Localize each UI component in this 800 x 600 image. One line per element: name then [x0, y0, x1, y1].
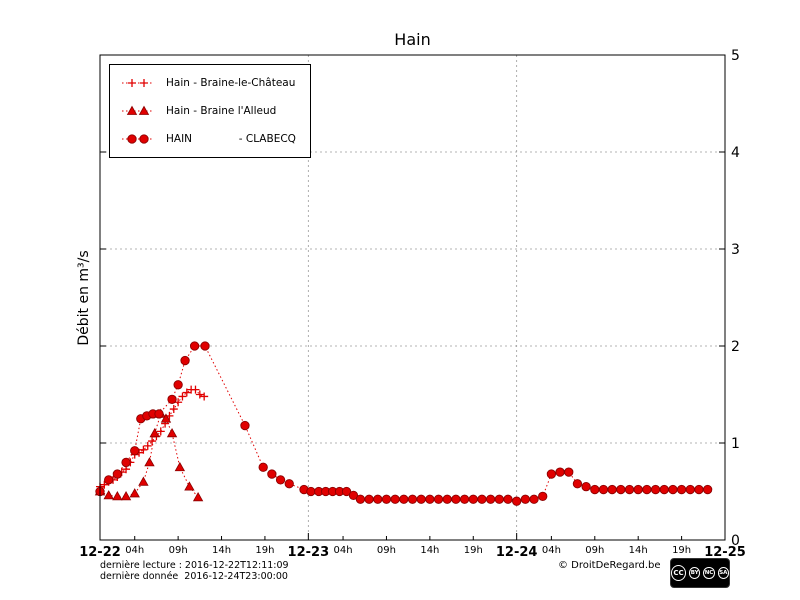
series-1	[94, 408, 204, 502]
svg-text:12-22: 12-22	[79, 545, 121, 560]
sa-icon: SA	[717, 567, 729, 579]
chart-title: Hain	[394, 30, 431, 49]
legend-label: Hain - Braine-le-Château	[166, 77, 296, 89]
svg-text:1: 1	[731, 436, 740, 452]
svg-text:19h: 19h	[255, 545, 274, 556]
legend-item-braine-l-alleud: Hain - Braine l'Alleud	[118, 103, 302, 119]
svg-text:19h: 19h	[464, 545, 483, 556]
svg-text:12-24: 12-24	[496, 545, 538, 560]
cc-logo-icon: CC	[671, 565, 687, 581]
last-data-text: dernière donnée 2016-12-24T23:00:00	[100, 571, 288, 582]
x-tick-labels: 12-22 12-23 12-24 12-25 04h 09h 14h 19h 04h 09h 14…	[79, 545, 746, 560]
svg-text:0: 0	[731, 533, 740, 549]
svg-text:19h: 19h	[672, 545, 691, 556]
by-icon: BY	[689, 567, 701, 579]
nc-icon: NC	[703, 567, 715, 579]
svg-text:12-25: 12-25	[704, 545, 746, 560]
svg-text:09h: 09h	[377, 545, 396, 556]
legend-label: Hain - Braine l'Alleud	[166, 105, 277, 117]
last-reading-text: dernière lecture : 2016-12-22T12:11:09	[100, 560, 289, 571]
circle-marker-icon	[122, 134, 154, 144]
svg-text:14h: 14h	[629, 545, 648, 556]
svg-text:09h: 09h	[169, 545, 188, 556]
cc-license-badge[interactable]: CC BY NC SA	[670, 558, 730, 588]
legend-label: HAIN - CLABECQ	[166, 133, 296, 145]
y-tick-labels: 0 1 2 3 4 5	[731, 48, 740, 549]
svg-text:04h: 04h	[542, 545, 561, 556]
svg-text:04h: 04h	[125, 545, 144, 556]
plot-border	[99, 54, 726, 541]
svg-text:14h: 14h	[212, 545, 231, 556]
legend-item-clabecq: HAIN - CLABECQ	[118, 131, 302, 147]
svg-text:12-23: 12-23	[288, 545, 330, 560]
svg-text:5: 5	[731, 48, 740, 64]
svg-text:3: 3	[731, 242, 740, 258]
legend-item-braine-le-chateau: Hain - Braine-le-Château	[118, 75, 302, 91]
series-2	[95, 341, 713, 506]
svg-text:4: 4	[731, 145, 740, 161]
plus-marker-icon	[122, 79, 154, 87]
legend: Hain - Braine-le-Château Hain - Braine l…	[109, 64, 311, 158]
svg-text:14h: 14h	[420, 545, 439, 556]
triangle-marker-icon	[122, 105, 154, 115]
svg-text:2: 2	[731, 339, 740, 355]
svg-text:04h: 04h	[334, 545, 353, 556]
svg-text:09h: 09h	[585, 545, 604, 556]
copyright-text: © DroitDeRegard.be	[558, 560, 661, 571]
